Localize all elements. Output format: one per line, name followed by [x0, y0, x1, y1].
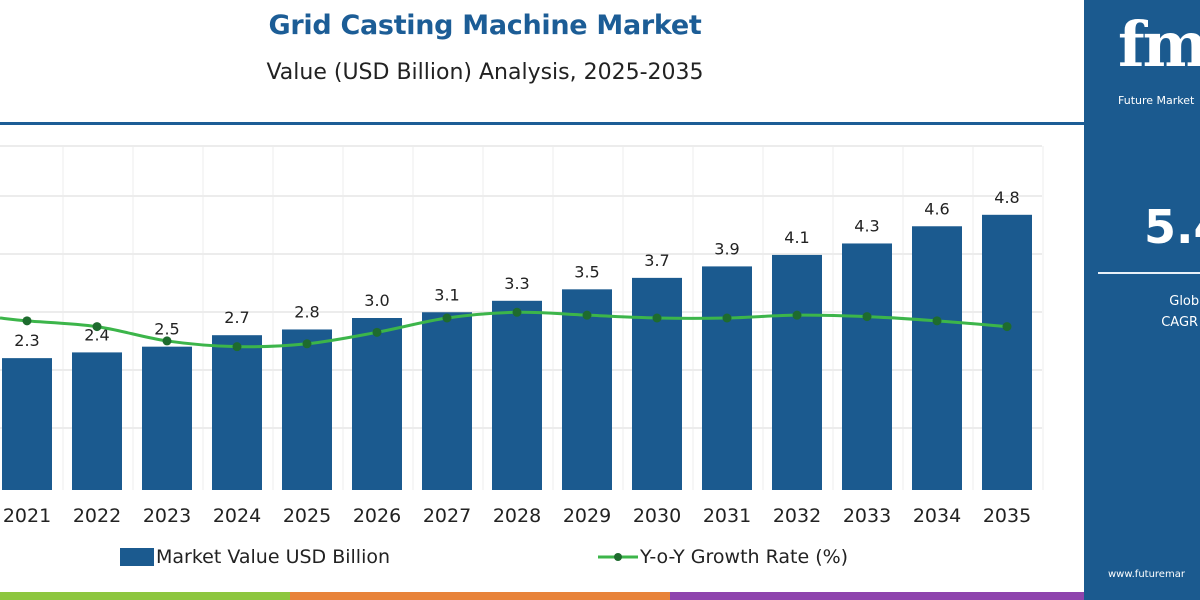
bar-value-label: 4.8 — [994, 188, 1019, 207]
logo-subtitle: Future Market — [1118, 94, 1195, 107]
legend: Market Value USD Billion Y-o-Y Growth Ra… — [120, 546, 848, 568]
x-tick-label: 2030 — [633, 505, 681, 527]
growth-line-series — [0, 307, 1012, 352]
bar-value-label: 3.1 — [434, 285, 459, 304]
bar-2029 — [562, 289, 612, 490]
bar-2030 — [632, 277, 682, 490]
growth-point-2030 — [652, 313, 662, 323]
bar-2033 — [842, 243, 892, 490]
bar-value-label: 3.5 — [574, 262, 599, 281]
x-tick-label: 2034 — [913, 505, 961, 527]
legend-bar-label: Market Value USD Billion — [156, 546, 390, 568]
growth-point-2025 — [302, 339, 312, 349]
growth-point-2026 — [372, 327, 382, 337]
x-tick-label: 2027 — [423, 505, 471, 527]
chart-area: 2.3 2.4 2.5 2.7 2.8 3.0 3.1 3.3 3.5 3.7 3.9 4.1 4.3 4… — [0, 145, 1044, 568]
growth-point-2034 — [932, 316, 942, 326]
cagr-label: Global CAGR 20 — [1130, 292, 1200, 334]
growth-point-2035 — [1002, 322, 1012, 332]
legend-line-marker — [614, 553, 622, 561]
cagr-side-panel: fmi Future Market 5.4 Global CAGR 20 www… — [1084, 0, 1200, 600]
bar-series — [2, 214, 1032, 491]
x-tick-label: 2021 — [3, 505, 51, 527]
bar-2022 — [72, 352, 122, 490]
bar-2031 — [702, 266, 752, 490]
growth-point-2032 — [792, 310, 802, 320]
growth-point-2031 — [722, 313, 732, 323]
x-tick-label: 2024 — [213, 505, 261, 527]
growth-point-2022 — [92, 322, 102, 332]
bar-2025 — [282, 329, 332, 490]
panel-divider — [1098, 272, 1200, 274]
chart-title: Grid Casting Machine Market — [268, 10, 702, 41]
fmi-logo: fmi — [1118, 8, 1200, 81]
website-link[interactable]: www.futuremar — [1108, 569, 1185, 580]
x-tick-label: 2028 — [493, 505, 541, 527]
x-axis-ticks: 2021 2022 2023 2024 2025 2026 2027 2028 2029 2030… — [3, 505, 1031, 527]
growth-point-2023 — [162, 336, 172, 346]
bar-2034 — [912, 226, 962, 490]
accent-segment-green — [0, 592, 290, 600]
bar-value-label: 3.9 — [714, 239, 739, 258]
growth-point-2033 — [862, 312, 872, 322]
accent-segment-orange — [290, 592, 670, 600]
x-tick-label: 2031 — [703, 505, 751, 527]
bar-2021 — [2, 358, 52, 490]
legend-bar-swatch — [120, 548, 154, 566]
bar-value-label: 3.3 — [504, 274, 529, 293]
x-tick-label: 2022 — [73, 505, 121, 527]
x-tick-label: 2029 — [563, 505, 611, 527]
bar-2035 — [982, 214, 1032, 491]
bar-2032 — [772, 254, 822, 490]
growth-point-2028 — [512, 307, 522, 317]
bar-2026 — [352, 318, 402, 490]
bar-value-label: 2.8 — [294, 302, 319, 321]
bar-2023 — [142, 346, 192, 490]
x-tick-label: 2032 — [773, 505, 821, 527]
header-rule — [0, 122, 1084, 125]
x-tick-label: 2033 — [843, 505, 891, 527]
x-tick-label: 2026 — [353, 505, 401, 527]
x-tick-label: 2035 — [983, 505, 1031, 527]
growth-point-2021 — [22, 316, 32, 326]
bar-value-label: 4.3 — [854, 216, 879, 235]
bar-value-label: 2.7 — [224, 308, 249, 327]
growth-point-2024 — [232, 342, 242, 352]
cagr-value: 5.4 — [1144, 200, 1200, 254]
bar-2028 — [492, 300, 542, 490]
bar-value-labels: 2.3 2.4 2.5 2.7 2.8 3.0 3.1 3.3 3.5 3.7 3.9 4.1 4.3 4… — [14, 188, 1019, 350]
chart-subtitle: Value (USD Billion) Analysis, 2025-2035 — [266, 60, 704, 85]
bar-value-label: 3.0 — [364, 291, 389, 310]
cagr-label-line2: CAGR 20 — [1161, 314, 1200, 330]
bar-value-label: 2.3 — [14, 331, 39, 350]
growth-point-2029 — [582, 310, 592, 320]
growth-line — [0, 310, 1008, 349]
bar-value-label: 3.7 — [644, 251, 669, 270]
x-tick-label: 2023 — [143, 505, 191, 527]
bar-2024 — [212, 335, 262, 490]
bar-value-label: 2.4 — [84, 325, 109, 344]
cagr-label-line1: Global — [1169, 294, 1200, 309]
bar-2027 — [422, 312, 472, 490]
x-tick-label: 2025 — [283, 505, 331, 527]
bar-value-label: 2.5 — [154, 320, 179, 339]
bottom-accent-bar — [0, 592, 1084, 600]
growth-point-2027 — [442, 313, 452, 323]
bar-value-label: 4.1 — [784, 228, 809, 247]
accent-segment-purple — [670, 592, 1084, 600]
legend-line-label: Y-o-Y Growth Rate (%) — [639, 546, 848, 568]
bar-value-label: 4.6 — [924, 199, 949, 218]
